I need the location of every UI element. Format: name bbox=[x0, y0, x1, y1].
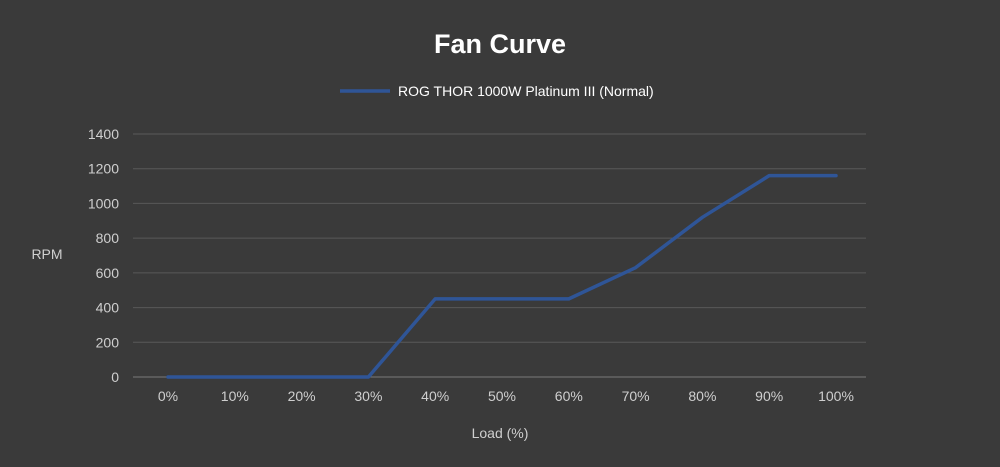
y-axis-ticks: 0 200 400 600 800 1000 1200 1400 bbox=[88, 126, 119, 385]
x-tick-label: 90% bbox=[755, 388, 783, 404]
x-tick-label: 0% bbox=[158, 388, 178, 404]
series-layer bbox=[166, 173, 838, 379]
y-tick-label: 800 bbox=[96, 230, 120, 246]
x-tick-label: 40% bbox=[421, 388, 449, 404]
x-tick-label: 100% bbox=[818, 388, 854, 404]
x-tick-label: 50% bbox=[488, 388, 516, 404]
y-tick-label: 0 bbox=[111, 369, 119, 385]
gridlines bbox=[133, 133, 866, 378]
x-tick-label: 70% bbox=[622, 388, 650, 404]
x-tick-label: 10% bbox=[221, 388, 249, 404]
x-tick-label: 80% bbox=[688, 388, 716, 404]
legend-label: ROG THOR 1000W Platinum III (Normal) bbox=[398, 83, 654, 99]
y-tick-label: 1000 bbox=[88, 195, 119, 211]
x-tick-label: 30% bbox=[354, 388, 382, 404]
y-tick-label: 1200 bbox=[88, 161, 119, 177]
y-tick-label: 1400 bbox=[88, 126, 119, 142]
x-axis-ticks: 0% 10% 20% 30% 40% 50% 60% 70% 80% 90% 100% bbox=[158, 388, 854, 404]
x-axis-label: Load (%) bbox=[472, 425, 529, 441]
y-tick-label: 400 bbox=[96, 300, 120, 316]
x-tick-label: 20% bbox=[288, 388, 316, 404]
legend: ROG THOR 1000W Platinum III (Normal) bbox=[340, 83, 654, 99]
y-axis-label: RPM bbox=[31, 246, 62, 262]
series-line bbox=[166, 173, 838, 379]
y-tick-label: 200 bbox=[96, 334, 120, 350]
chart-title: Fan Curve bbox=[434, 29, 566, 59]
y-tick-label: 600 bbox=[96, 265, 120, 281]
x-tick-label: 60% bbox=[555, 388, 583, 404]
